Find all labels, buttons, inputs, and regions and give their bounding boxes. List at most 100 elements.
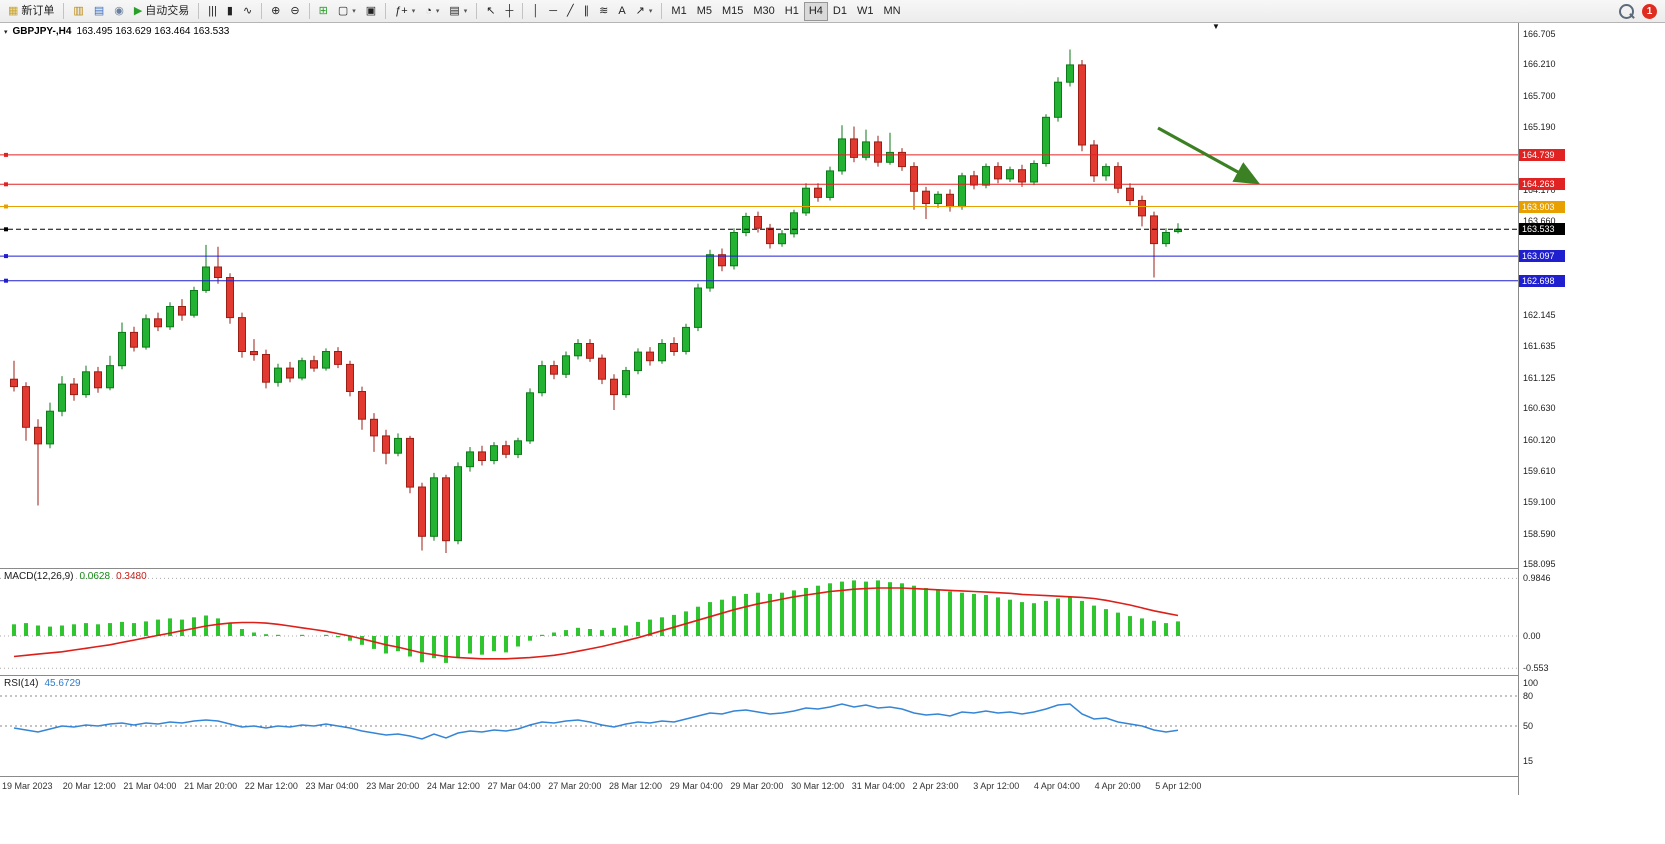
- text-label-button[interactable]: A: [613, 2, 630, 21]
- candlestick-mode-button[interactable]: ▮: [222, 2, 238, 21]
- time-axis-label: 3 Apr 12:00: [973, 781, 1020, 791]
- time-axis-label: 4 Apr 04:00: [1033, 781, 1080, 791]
- candlestick-mode-icon: ▮: [226, 4, 233, 17]
- rsi-chart[interactable]: [0, 676, 1518, 776]
- new-order-icon: ▦: [8, 4, 19, 17]
- macd-panel[interactable]: MACD(12,26,9) 0.0628 0.3480: [0, 569, 1518, 676]
- axis-scale-label: 166.705: [1523, 28, 1556, 39]
- toolbar-separator: [522, 3, 524, 19]
- toolbar: ▦ 新订单 ▥ ▤ ◉ ▶ 自动交易 ||| ▮ ∿ ⊕ ⊖ ⊞ ▢ ▾ ▣ ƒ+ ▾ ◔ ▾ ▤ ▾ ↖ ┼ │ ─ ╱ ∥ ≋ A ↗ ▾…: [0, 0, 1665, 23]
- timeframe-h4-button[interactable]: H4: [803, 1, 828, 21]
- vertical-line-button[interactable]: │: [527, 2, 544, 21]
- time-axis-label: 2 Apr 23:00: [912, 781, 959, 791]
- arrow-objects-button[interactable]: ↗ ▾: [631, 2, 658, 21]
- axis-scale-label: 160.120: [1523, 434, 1556, 445]
- timeframe-h1-label: H1: [784, 4, 799, 17]
- bar-chart-mode-icon: |||: [208, 4, 217, 17]
- timeframe-h1-button[interactable]: H1: [780, 2, 804, 21]
- timeframe-m30-button[interactable]: M30: [748, 2, 779, 21]
- rsi-label: RSI(14) 45.6729: [4, 678, 81, 689]
- horizontal-line-icon: ─: [549, 4, 557, 17]
- zoom-out-button[interactable]: ⊖: [285, 2, 304, 21]
- axis-scale-label: 15: [1523, 756, 1534, 766]
- price-line-label: 164.739: [1519, 148, 1565, 161]
- trend-line-icon: ╱: [566, 4, 574, 17]
- axis-scale-label: 0.00: [1523, 631, 1541, 641]
- timeframe-w1-button[interactable]: W1: [852, 2, 879, 21]
- timeframe-m15-label: M15: [721, 4, 744, 17]
- timeframe-mn-label: MN: [883, 4, 901, 17]
- axis-scale-label: 159.100: [1523, 497, 1556, 508]
- timeframe-d1-button[interactable]: D1: [828, 2, 852, 21]
- chart-collapse-icon[interactable]: ▾: [4, 28, 8, 36]
- timeframe-m15-button[interactable]: M15: [717, 2, 748, 21]
- timeframe-h4-label: H4: [808, 4, 823, 17]
- web-community-button[interactable]: ◉: [109, 2, 129, 21]
- profiles-button[interactable]: ▣: [361, 2, 381, 21]
- time-axis-label: 29 Mar 20:00: [730, 781, 784, 791]
- new-chart-icon: ▢: [337, 4, 349, 17]
- market-watch-button[interactable]: ▥: [68, 2, 88, 21]
- notification-badge[interactable]: 1: [1642, 3, 1657, 19]
- new-order-label: 新订单: [21, 4, 55, 17]
- cursor-button[interactable]: ↖: [481, 2, 500, 21]
- search-icon[interactable]: [1619, 3, 1634, 19]
- trend-line-button[interactable]: ╱: [562, 2, 579, 21]
- price-axis[interactable]: 166.705166.210165.700165.190164.170163.6…: [1519, 23, 1665, 795]
- data-window-button[interactable]: ▤: [89, 2, 109, 21]
- tile-windows-button[interactable]: ⊞: [314, 2, 333, 21]
- toolbar-separator: [261, 3, 263, 19]
- axis-scale-label: 50: [1523, 721, 1534, 731]
- time-axis-label: 31 Mar 04:00: [851, 781, 905, 791]
- macd-main-value: 0.0628: [79, 571, 111, 582]
- toolbar-right: 1: [1619, 3, 1662, 19]
- ohlc-values: 163.495 163.629 163.464 163.533: [76, 26, 230, 37]
- market-watch-icon: ▥: [73, 4, 84, 17]
- equidistant-channel-button[interactable]: ∥: [579, 2, 595, 21]
- auto-trading-icon: ▶: [133, 4, 143, 17]
- periods-icon: ◔: [425, 4, 432, 17]
- rsi-name: RSI(14): [4, 678, 39, 689]
- axis-scale-label: 158.095: [1523, 559, 1556, 570]
- rsi-panel[interactable]: RSI(14) 45.6729: [0, 676, 1518, 777]
- templates-button[interactable]: ▤ ▾: [444, 2, 472, 21]
- time-axis-label: 30 Mar 12:00: [791, 781, 845, 791]
- toolbar-separator: [198, 3, 200, 19]
- axis-scale-label: 162.145: [1523, 309, 1556, 320]
- periods-button[interactable]: ◔ ▾: [420, 2, 444, 21]
- price-chart-panel[interactable]: ▾ GBPJPY-,H4 163.495 163.629 163.464 163…: [0, 22, 1518, 569]
- time-axis-label: 27 Mar 04:00: [487, 781, 541, 791]
- bar-chart-mode-button[interactable]: |||: [203, 2, 222, 21]
- time-axis-label: 4 Apr 20:00: [1094, 781, 1141, 791]
- axis-scale-label: 80: [1523, 691, 1534, 701]
- toolbar-separator: [661, 3, 663, 19]
- indicators-button[interactable]: ƒ+ ▾: [390, 2, 420, 21]
- fibonacci-button[interactable]: ≋: [594, 2, 613, 21]
- price-line-label: 162.698: [1519, 274, 1565, 287]
- time-axis-label: 29 Mar 04:00: [669, 781, 723, 791]
- auto-trading-button[interactable]: ▶ 自动交易: [129, 2, 194, 21]
- price-line-label: 163.533: [1519, 223, 1565, 236]
- horizontal-line-button[interactable]: ─: [544, 2, 562, 21]
- axis-scale-label: -0.553: [1523, 663, 1549, 674]
- timeframe-m5-button[interactable]: M5: [692, 2, 717, 21]
- macd-chart[interactable]: [0, 569, 1518, 675]
- line-chart-mode-button[interactable]: ∿: [238, 2, 257, 21]
- new-order-button[interactable]: ▦ 新订单: [3, 2, 59, 21]
- timeframe-m1-button[interactable]: M1: [666, 2, 691, 21]
- arrow-objects-icon: ↗: [635, 4, 645, 17]
- chart-header: ▾ GBPJPY-,H4 163.495 163.629 163.464 163…: [4, 26, 229, 37]
- zoom-in-button[interactable]: ⊕: [266, 2, 285, 21]
- chart-shift-marker[interactable]: ▼: [1212, 22, 1220, 31]
- time-axis-label: 19 Mar 2023: [2, 781, 53, 791]
- time-axis-label: 24 Mar 12:00: [426, 781, 480, 791]
- timeframe-mn-button[interactable]: MN: [878, 2, 905, 21]
- time-axis[interactable]: 19 Mar 2023 20 Mar 12:00 21 Mar 04:00 21 Ma…: [0, 777, 1518, 795]
- new-chart-button[interactable]: ▢ ▾: [333, 2, 361, 21]
- time-axis-label: 27 Mar 20:00: [548, 781, 602, 791]
- axis-scale-label: 165.190: [1523, 122, 1556, 133]
- candlestick-chart[interactable]: [0, 23, 1518, 569]
- macd-label: MACD(12,26,9) 0.0628 0.3480: [4, 571, 147, 582]
- crosshair-button[interactable]: ┼: [501, 2, 519, 21]
